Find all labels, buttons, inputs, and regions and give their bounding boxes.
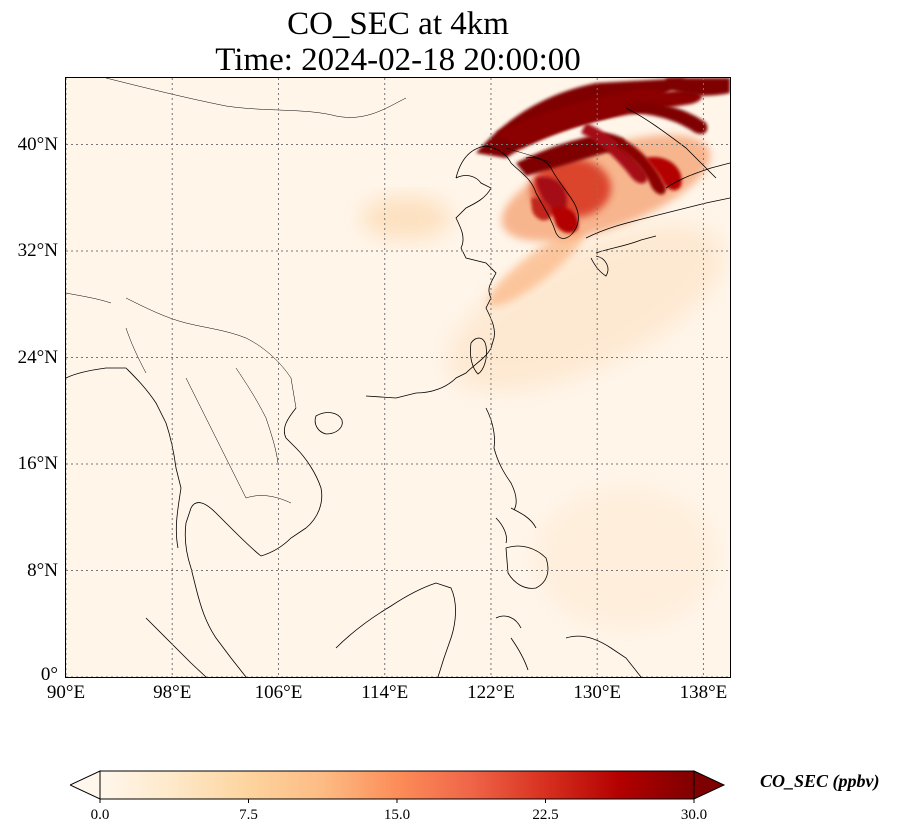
border-cambodia	[245, 495, 292, 504]
colorbar-extend-low	[70, 770, 101, 800]
plume-core-arm-11	[666, 78, 730, 96]
colorbar-tick-label: 30.0	[680, 807, 708, 823]
latitude-tick-label: 40°N	[17, 133, 58, 155]
plume-core-arm-8	[626, 102, 708, 134]
plume-core-arm-9	[646, 157, 682, 191]
colorbar-tick-label: 0.0	[90, 807, 110, 823]
latitude-tick-label: 0°	[40, 664, 58, 685]
coast-taiwan	[470, 337, 487, 375]
coast-korea	[510, 157, 579, 239]
colorbar	[70, 770, 726, 803]
coast-mindanao	[505, 545, 549, 589]
border-china-south	[125, 297, 297, 409]
plume-core-arm-7	[551, 206, 579, 234]
longitude-tick-label: 114°E	[361, 682, 409, 703]
colorbar-label: CO_SEC (ppbv)	[760, 771, 880, 791]
border-thailand	[185, 377, 247, 499]
coast-indochina	[260, 407, 323, 557]
plume-diffuse-sea	[447, 224, 725, 392]
coast-sulawesi	[495, 615, 529, 671]
coast-gulf-thailand	[184, 502, 262, 677]
map-panel	[65, 77, 731, 678]
longitude-tick-label: 138°E	[679, 682, 728, 703]
latitude-tick-label: 24°N	[17, 346, 58, 368]
colorbar-extend-high	[693, 770, 726, 800]
border-north-korea	[505, 147, 552, 164]
longitude-tick-label: 98°E	[153, 682, 192, 703]
longitude-tick-label: 106°E	[254, 682, 303, 703]
colorbar-tick-label: 22.5	[532, 807, 559, 823]
longitude-tick-label: 122°E	[467, 682, 515, 703]
coast-sumatra	[145, 617, 207, 677]
plume-core-arm-6	[536, 177, 567, 215]
coast-burma	[125, 367, 182, 549]
colorbar-tick-label: 15.0	[383, 807, 411, 823]
border-laos	[235, 367, 279, 464]
latitude-tick-label: 32°N	[17, 240, 58, 262]
longitude-tick-label: 130°E	[573, 682, 622, 703]
map-time-subtitle: Time: 2024-02-18 20:00:00	[215, 42, 581, 78]
map-canvas	[66, 78, 730, 677]
plume-core-arm-10	[531, 197, 552, 221]
coast-new-guinea	[565, 635, 642, 677]
border-myanmar	[125, 327, 147, 374]
coast-japan-west	[595, 235, 657, 254]
colorbar-gradient	[99, 770, 695, 800]
plume-core-arm-5	[616, 138, 666, 195]
border-india	[66, 292, 112, 304]
coast-hainan	[314, 412, 343, 435]
map-title: CO_SEC at 4km	[287, 6, 509, 42]
coast-visayas	[495, 507, 537, 544]
coast-japan-north	[665, 162, 730, 189]
coastlines	[66, 107, 730, 677]
coast-japan-honshu	[585, 197, 730, 239]
colorbar-ticks	[99, 799, 695, 803]
longitude-tick-label: 90°E	[46, 682, 86, 703]
latitude-tick-label: 8°N	[27, 559, 58, 581]
gridlines	[66, 78, 730, 677]
country-borders	[66, 78, 552, 504]
plume-diffuse-inland	[361, 196, 451, 240]
coast-bay-bengal	[66, 367, 126, 379]
plume-band-mid	[487, 229, 585, 307]
coast-russia-east	[625, 107, 717, 179]
coast-liaodong	[455, 145, 512, 179]
border-china-mongolia	[105, 78, 407, 118]
coast-japan-kyushu	[590, 255, 609, 277]
colorbar-tick-label: 7.5	[239, 807, 258, 823]
latitude-tick-label: 16°N	[17, 453, 58, 475]
coast-china-east	[365, 175, 497, 399]
coast-luzon	[485, 407, 517, 511]
coast-borneo	[335, 582, 456, 677]
plume-diffuse-south	[536, 488, 716, 628]
